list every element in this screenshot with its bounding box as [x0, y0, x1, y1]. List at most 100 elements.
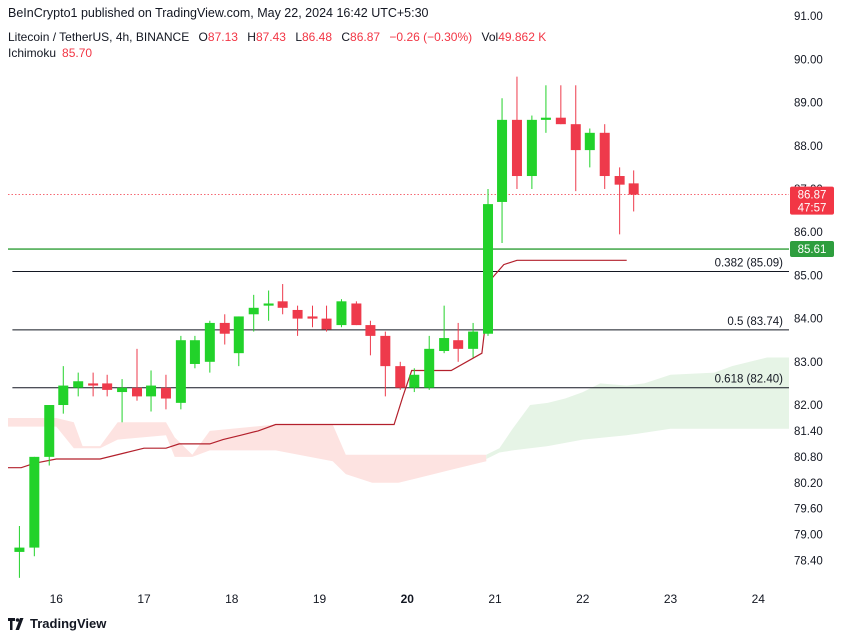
candle-31: [468, 322, 479, 358]
candle-body: [117, 387, 128, 393]
candle-body: [584, 132, 595, 151]
candle-body: [439, 338, 450, 352]
y-tick-label-12: 88.00: [794, 141, 823, 153]
candle-body: [351, 303, 362, 326]
candle-body: [483, 204, 494, 334]
y-tick-label-1: 79.00: [794, 530, 823, 542]
candle-25: [380, 331, 391, 397]
candle-0: [14, 525, 25, 578]
candle-21: [321, 305, 332, 332]
symbol-legend: Litecoin / TetherUS, 4h, BINANCE O87.13 …: [8, 30, 546, 44]
close-label: C: [341, 30, 351, 44]
x-tick-label-1: 17: [137, 592, 151, 606]
candle-body: [131, 387, 142, 397]
low-value: 86.48: [302, 30, 333, 44]
fib-label-1: 0.382 (85.09): [715, 258, 784, 270]
candle-42: [628, 170, 639, 212]
y-tick-label-0: 78.40: [794, 556, 823, 568]
x-tick-label-4: 20: [401, 592, 415, 606]
candle-20: [307, 305, 318, 328]
candle-30: [453, 322, 464, 362]
price-axis[interactable]: 78.40 79.00 79.60 80.20 80.80 81.40 82.00 83.00…: [794, 11, 823, 567]
x-tick-label-0: 16: [50, 592, 64, 606]
candle-body: [102, 383, 113, 390]
candle-9: [146, 370, 157, 412]
x-tick-label-2: 18: [225, 592, 239, 606]
last-price-tag: [790, 186, 834, 215]
y-tick-label-2: 79.60: [794, 504, 823, 516]
candle-body: [628, 183, 639, 195]
candle-6: [102, 374, 113, 397]
candle-body: [570, 124, 581, 151]
candle-3: [58, 366, 69, 414]
candle-15: [233, 316, 244, 367]
candle-body: [277, 301, 288, 308]
candle-17: [263, 290, 274, 321]
y-tick-label-10: 86.00: [794, 227, 823, 239]
publisher-line: BeInCrypto1 published on TradingView.com…: [8, 6, 429, 20]
candle-8: [131, 348, 142, 401]
y-tick-label-9: 85.00: [794, 270, 823, 282]
candle-body: [204, 322, 215, 362]
cloud-bullish: [486, 357, 789, 459]
candle-body: [292, 309, 303, 319]
candle-body: [424, 348, 435, 388]
candle-16: [248, 294, 259, 332]
candle-29: [439, 305, 450, 354]
candle-body: [189, 340, 200, 364]
x-tick-label-5: 21: [488, 592, 502, 606]
time-axis[interactable]: 16 17 18 19 20 21 22 23 24: [50, 592, 766, 606]
x-tick-label-7: 23: [664, 592, 678, 606]
candle-41: [614, 167, 625, 235]
fib-label-2: 0.5 (83.74): [727, 316, 783, 328]
candle-body: [380, 335, 391, 367]
y-tick-label-5: 81.40: [794, 426, 823, 438]
candle-body: [146, 385, 157, 397]
candle-26: [395, 361, 406, 390]
candle-body: [14, 547, 25, 552]
candle-body: [395, 366, 406, 388]
candle-body: [336, 301, 347, 326]
candle-body: [614, 176, 625, 185]
horizontal-levels: 0.382 (85.09) 0.5 (83.74) 0.618 (82.40): [8, 194, 789, 389]
candle-body: [248, 307, 259, 315]
candle-5: [88, 372, 99, 397]
indicator-legend[interactable]: Ichimoku 85.70: [8, 46, 92, 60]
candle-body: [321, 318, 332, 330]
candle-body: [44, 405, 55, 457]
candle-body: [29, 456, 40, 548]
high-label: H: [247, 30, 256, 44]
candle-10: [160, 374, 171, 410]
volume-label: Vol: [481, 30, 499, 44]
candle-body: [73, 381, 84, 388]
candle-38: [570, 85, 581, 192]
candle-body: [307, 316, 318, 319]
close-value: 86.87: [350, 30, 381, 44]
candle-4: [73, 372, 84, 397]
candle-14: [219, 314, 230, 345]
y-tick-label-14: 90.00: [794, 54, 823, 66]
open-value: 87.13: [207, 30, 238, 44]
candle-24: [365, 320, 376, 356]
volume-value: 49.862 K: [498, 30, 547, 44]
support-tag-value: 85.61: [798, 244, 827, 256]
candle-35: [526, 115, 537, 189]
candle-body: [511, 119, 522, 177]
y-tick-label-8: 84.00: [794, 314, 823, 326]
candle-body: [263, 303, 274, 306]
y-tick-label-15: 91.00: [794, 11, 823, 23]
candle-19: [292, 305, 303, 336]
tradingview-footer[interactable]: TradingView: [8, 616, 106, 631]
y-tick-label-4: 80.80: [794, 452, 823, 464]
candle-22: [336, 299, 347, 328]
candlesticks: [14, 76, 639, 578]
candle-body: [409, 374, 420, 388]
symbol-name[interactable]: Litecoin / TetherUS, 4h, BINANCE: [8, 30, 190, 44]
x-tick-label-8: 24: [752, 592, 766, 606]
support-tag: [790, 241, 834, 258]
high-value: 87.43: [255, 30, 286, 44]
candle-34: [511, 76, 522, 189]
y-tick-label-13: 89.00: [794, 98, 823, 110]
